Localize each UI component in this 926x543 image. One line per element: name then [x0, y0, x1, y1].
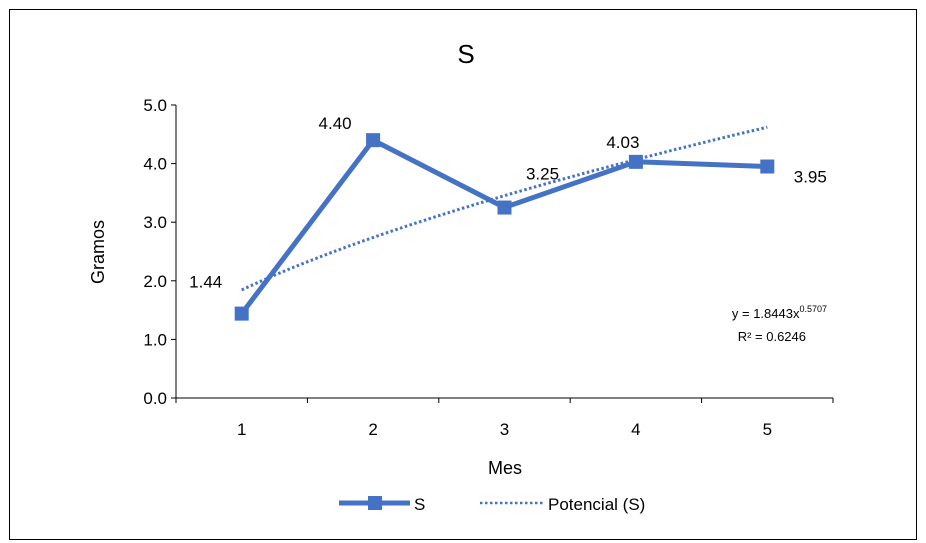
y-tick-label: 2.0 [143, 272, 167, 291]
legend: S Potencial (S) [339, 495, 645, 514]
trendline-equation: y = 1.8443x0.5707 [732, 304, 827, 321]
data-label: 3.95 [794, 168, 827, 187]
x-tick-label: 3 [500, 420, 509, 439]
data-label: 3.25 [526, 165, 559, 184]
x-tick-label: 2 [368, 420, 377, 439]
x-tick-label: 1 [237, 420, 246, 439]
y-tick-label: 1.0 [143, 330, 167, 349]
data-label: 1.44 [189, 273, 222, 292]
data-label: 4.40 [319, 114, 352, 133]
legend-series-marker [368, 496, 382, 510]
chart-title: S [457, 39, 474, 69]
trendline-r-squared: R² = 0.6246 [738, 329, 806, 344]
y-tick-label: 3.0 [143, 213, 167, 232]
data-label: 4.03 [606, 133, 639, 152]
data-point-marker [628, 154, 643, 169]
data-point-marker [366, 133, 381, 148]
x-axis-ticks: 1 2 3 4 5 [175, 398, 834, 439]
equation-base: y = 1.8443x [732, 306, 800, 321]
x-axis-title: Mes [488, 458, 522, 478]
data-series [234, 133, 775, 321]
data-point-marker [760, 159, 775, 174]
chart-area [9, 9, 917, 540]
legend-series-label: S [414, 495, 425, 514]
equation-exponent: 0.5707 [799, 304, 827, 314]
data-point-marker [497, 200, 512, 215]
y-tick-label: 0.0 [143, 389, 167, 408]
series-line [239, 137, 768, 316]
trendline [241, 125, 768, 292]
y-tick-label: 4.0 [143, 155, 167, 174]
y-axis-ticks: 0.0 1.0 2.0 3.0 4.0 5.0 [143, 96, 176, 408]
data-point-marker [234, 306, 249, 321]
trendline-curve [241, 125, 768, 292]
legend-trendline-label: Potencial (S) [548, 495, 645, 514]
x-tick-label: 4 [631, 420, 640, 439]
axes [175, 105, 833, 399]
data-labels: 1.44 4.40 3.25 4.03 3.95 [189, 114, 827, 291]
y-axis-title: Gramos [88, 220, 108, 284]
x-tick-label: 5 [763, 420, 772, 439]
y-tick-label: 5.0 [143, 96, 167, 115]
